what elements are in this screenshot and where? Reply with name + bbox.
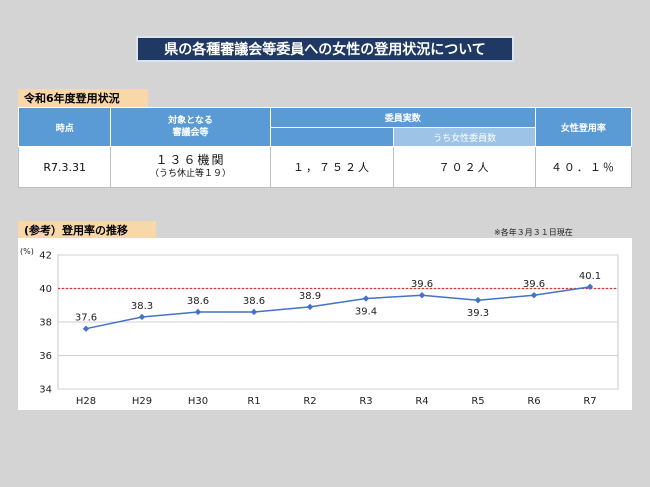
y-tick-label: 40	[39, 284, 52, 295]
x-tick-label: R3	[359, 396, 372, 407]
header-target-line2: 審議会等	[172, 128, 209, 138]
data-point-marker	[82, 325, 90, 332]
header-target-line1: 対象となる	[168, 116, 213, 126]
data-point-marker	[306, 303, 314, 311]
page-title: 県の各種審議会等委員への女性の登用状況について	[136, 36, 514, 62]
header-female-members: うち女性委員数	[393, 127, 536, 147]
data-point-marker	[474, 297, 482, 304]
status-table: 時点 対象となる審議会等 委員実数 女性登用率 うち女性委員数 R7.3.31 …	[17, 107, 633, 188]
x-tick-label: R7	[583, 396, 596, 407]
x-tick-label: H28	[76, 396, 96, 407]
data-point-marker	[418, 292, 426, 299]
data-point-marker	[194, 308, 202, 316]
data-point-marker	[138, 313, 146, 321]
data-label: 38.3	[131, 301, 153, 312]
cell-target-sub: （うち休止等１９）	[150, 169, 232, 179]
data-label: 38.6	[243, 296, 265, 307]
x-tick-label: R2	[303, 396, 316, 407]
x-tick-label: R4	[415, 396, 428, 407]
header-rate: 女性登用率	[534, 107, 633, 147]
data-label: 40.1	[579, 271, 601, 282]
table-row: R7.3.31 １３６機関 （うち休止等１９） １，７５２人 ７０２人 ４０．１％	[17, 146, 633, 188]
x-tick-label: R5	[471, 396, 484, 407]
cell-rate: ４０．１％	[534, 146, 633, 188]
cell-time: R7.3.31	[17, 146, 112, 188]
data-label: 38.6	[187, 296, 209, 307]
data-point-marker	[362, 295, 370, 302]
cell-target: １３６機関 （うち休止等１９）	[110, 146, 271, 188]
trend-chart-svg: 34 36 38 40 42 (%) H28 H29 H30 R1 R2 R3 R4 R5 R6 R7 37.6…	[20, 247, 619, 407]
header-time: 時点	[17, 107, 112, 147]
y-tick-label: 34	[39, 385, 52, 396]
header-members: 委員実数	[269, 107, 536, 128]
cell-members: １，７５２人	[269, 146, 395, 188]
data-label: 39.3	[467, 308, 489, 319]
x-tick-label: H30	[188, 396, 208, 407]
y-tick-label: 36	[39, 351, 52, 362]
header-target: 対象となる 審議会等	[110, 107, 271, 147]
data-label: 39.4	[355, 307, 377, 318]
data-label: 37.6	[75, 313, 97, 324]
section-current-status-label: 令和6年度登用状況	[18, 89, 148, 107]
data-point-marker	[586, 283, 594, 291]
date-note: ※各年３月３１日現在	[494, 228, 573, 237]
y-axis-label: (%)	[20, 247, 34, 256]
y-tick-label: 38	[39, 318, 52, 329]
cell-target-main: １３６機関	[155, 153, 226, 167]
trend-chart: 34 36 38 40 42 (%) H28 H29 H30 R1 R2 R3 R4 R5 R6 R7 37.6…	[18, 238, 632, 410]
cell-female-members: ７０２人	[393, 146, 536, 188]
y-tick-label: 42	[39, 251, 52, 262]
data-point-marker	[530, 292, 538, 299]
data-label: 38.9	[299, 291, 321, 302]
data-label: 39.6	[523, 279, 545, 290]
x-tick-label: R1	[247, 396, 260, 407]
section-trend-label: (参考）登用率の推移	[18, 221, 156, 239]
x-tick-label: H29	[132, 396, 152, 407]
data-label: 39.6	[411, 279, 433, 290]
series-line	[85, 286, 591, 330]
x-tick-label: R6	[527, 396, 540, 407]
data-point-marker	[250, 308, 258, 316]
